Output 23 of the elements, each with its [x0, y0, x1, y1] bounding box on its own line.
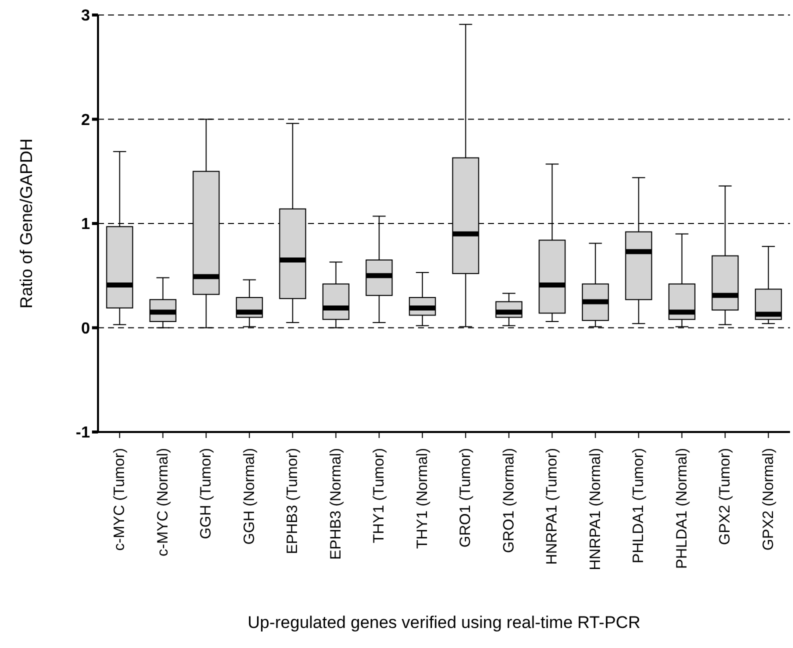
y-tick-label: 3	[81, 8, 90, 25]
y-tick-label: 1	[81, 216, 90, 234]
y-tick-label: -1	[76, 424, 90, 442]
x-tick-label: c-MYC (Tumor)	[111, 448, 128, 551]
x-tick-label: PHLDA1 (Normal)	[673, 448, 690, 569]
x-tick-label: THY1 (Normal)	[414, 448, 431, 549]
x-tick-label: EPHB3 (Tumor)	[284, 448, 302, 554]
x-tick-label: HNRPA1 (Normal)	[586, 448, 604, 570]
x-tick-label: EPHB3 (Normal)	[327, 448, 344, 560]
x-tick-label: GGH (Tumor)	[198, 448, 215, 540]
x-tick-label: THY1 (Tumor)	[370, 448, 388, 544]
x-tick-label: GPX2 (Tumor)	[716, 448, 734, 545]
x-tick-label: GGH (Normal)	[240, 448, 258, 545]
x-tick-label: HNRPA1 (Tumor)	[544, 448, 561, 565]
y-axis-title: Ratio of Gene/GAPDH	[17, 138, 36, 309]
x-tick-label: GRO1 (Tumor)	[457, 448, 474, 548]
y-tick-label: 2	[81, 112, 90, 129]
x-tick-label: PHLDA1 (Tumor)	[630, 448, 648, 564]
x-tick-label: GRO1 (Normal)	[500, 448, 518, 554]
y-tick-label: 0	[81, 320, 90, 338]
x-tick-label: GPX2 (Normal)	[760, 448, 777, 551]
x-axis-title: Up-regulated genes verified using real-time RT-PCR	[248, 613, 640, 632]
x-tick-label: c-MYC (Normal)	[154, 448, 172, 556]
